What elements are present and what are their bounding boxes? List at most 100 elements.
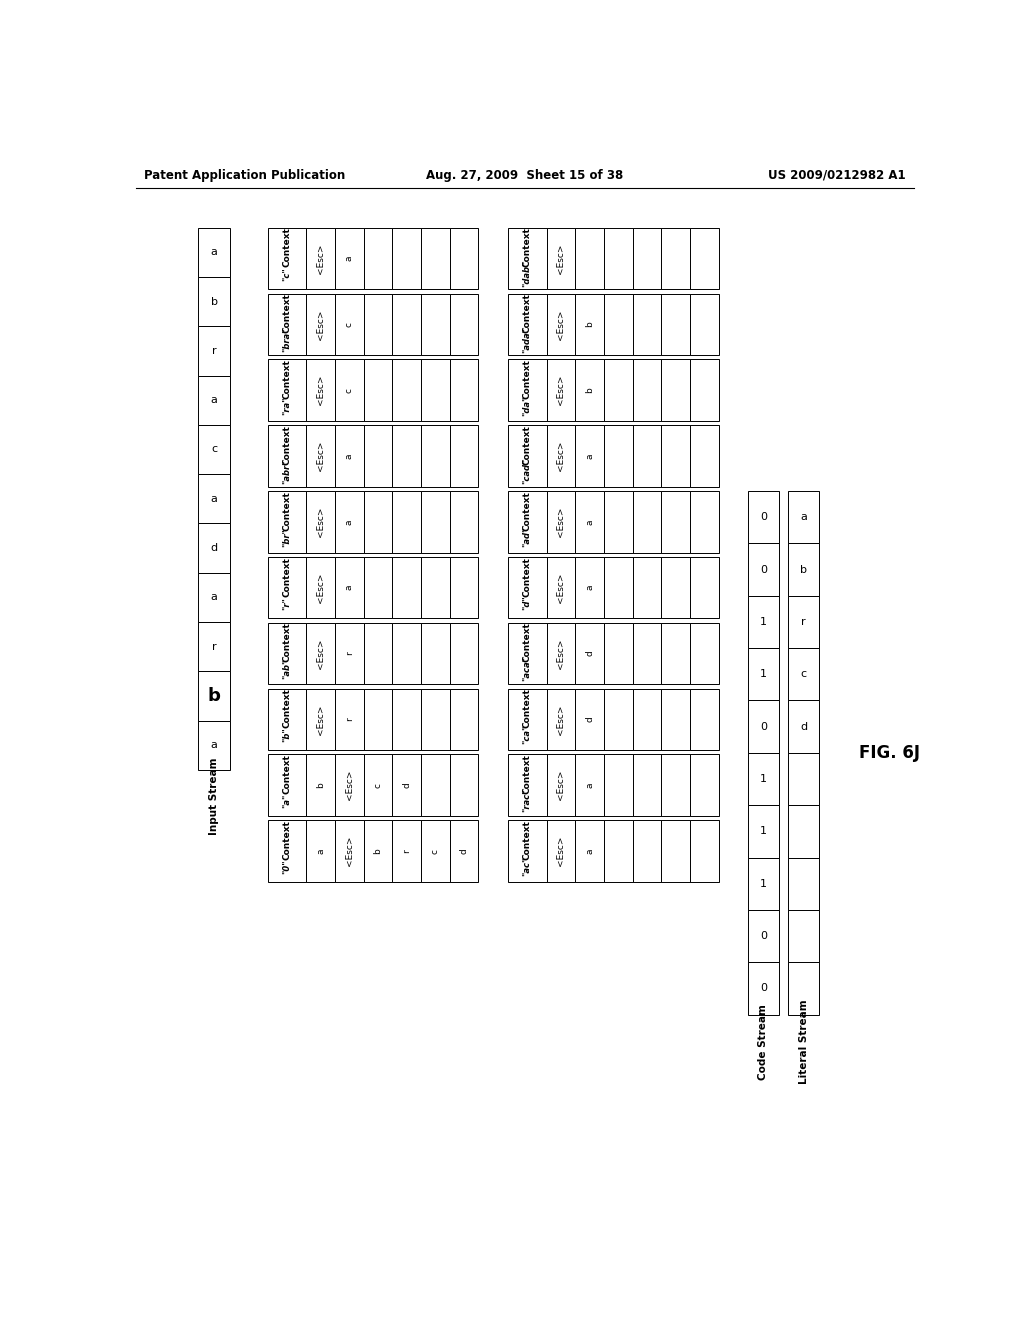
Text: a: a (345, 453, 353, 459)
Bar (267, 755, 306, 816)
Bar (748, 595, 779, 648)
Text: "aca": "aca" (522, 656, 531, 681)
Bar (450, 623, 478, 684)
Text: "ad": "ad" (522, 527, 531, 548)
Text: <Esc>: <Esc> (345, 770, 353, 800)
Bar (690, 227, 719, 289)
Text: a: a (345, 585, 353, 590)
Bar (748, 701, 779, 752)
Bar (604, 755, 633, 816)
Text: 0: 0 (760, 722, 767, 731)
Text: <Esc>: <Esc> (556, 770, 565, 800)
Bar (198, 474, 230, 524)
Bar (392, 359, 421, 421)
Bar (335, 755, 364, 816)
Bar (508, 425, 547, 487)
Text: r: r (402, 849, 411, 853)
Bar (267, 359, 306, 421)
Text: <Esc>: <Esc> (556, 375, 565, 405)
Text: d: d (460, 849, 468, 854)
Bar (662, 425, 690, 487)
Bar (198, 523, 230, 573)
Text: Context: Context (283, 293, 292, 333)
Bar (267, 227, 306, 289)
Text: a: a (345, 519, 353, 524)
Bar (392, 293, 421, 355)
Bar (748, 909, 779, 962)
Bar (335, 293, 364, 355)
Bar (364, 491, 392, 553)
Bar (633, 227, 662, 289)
Bar (547, 359, 575, 421)
Bar (748, 648, 779, 701)
Bar (508, 359, 547, 421)
Bar (633, 557, 662, 619)
Text: <Esc>: <Esc> (556, 573, 565, 603)
Bar (662, 623, 690, 684)
Text: <Esc>: <Esc> (345, 836, 353, 866)
Bar (392, 557, 421, 619)
Bar (633, 820, 662, 882)
Text: <Esc>: <Esc> (316, 375, 325, 405)
Text: b: b (374, 849, 382, 854)
Bar (450, 820, 478, 882)
Bar (335, 820, 364, 882)
Bar (306, 227, 335, 289)
Bar (547, 820, 575, 882)
Bar (306, 557, 335, 619)
Bar (604, 623, 633, 684)
Bar (604, 689, 633, 750)
Bar (547, 755, 575, 816)
Bar (450, 755, 478, 816)
Bar (604, 359, 633, 421)
Bar (788, 701, 819, 752)
Bar (633, 359, 662, 421)
Text: b: b (211, 297, 217, 306)
Bar (547, 227, 575, 289)
Bar (198, 573, 230, 622)
Bar (748, 752, 779, 805)
Bar (364, 557, 392, 619)
Text: c: c (374, 783, 382, 788)
Bar (392, 689, 421, 750)
Text: Code Stream: Code Stream (759, 1003, 768, 1080)
Text: r: r (212, 642, 216, 652)
Text: 0: 0 (760, 983, 767, 994)
Bar (421, 623, 450, 684)
Bar (198, 277, 230, 326)
Bar (604, 820, 633, 882)
Text: Context: Context (522, 359, 531, 399)
Bar (508, 293, 547, 355)
Bar (335, 425, 364, 487)
Text: c: c (345, 388, 353, 392)
Bar (421, 359, 450, 421)
Bar (690, 359, 719, 421)
Bar (690, 623, 719, 684)
Text: "br": "br" (283, 528, 292, 546)
Bar (662, 491, 690, 553)
Bar (450, 689, 478, 750)
Bar (575, 557, 604, 619)
Text: r: r (345, 652, 353, 656)
Text: "ab": "ab" (283, 659, 292, 678)
Text: a: a (316, 849, 325, 854)
Text: "ca": "ca" (522, 725, 531, 744)
Bar (662, 820, 690, 882)
Bar (633, 425, 662, 487)
Text: 1: 1 (760, 616, 767, 627)
Text: <Esc>: <Esc> (316, 704, 325, 735)
Bar (788, 858, 819, 909)
Bar (604, 557, 633, 619)
Text: "a": "a" (283, 793, 292, 808)
Text: Context: Context (283, 754, 292, 795)
Text: US 2009/0212982 A1: US 2009/0212982 A1 (768, 169, 906, 182)
Bar (748, 962, 779, 1015)
Text: c: c (431, 849, 439, 854)
Text: a: a (585, 783, 594, 788)
Bar (198, 376, 230, 425)
Bar (633, 623, 662, 684)
Bar (575, 359, 604, 421)
Text: Context: Context (522, 491, 531, 531)
Text: b: b (585, 387, 594, 393)
Bar (604, 293, 633, 355)
